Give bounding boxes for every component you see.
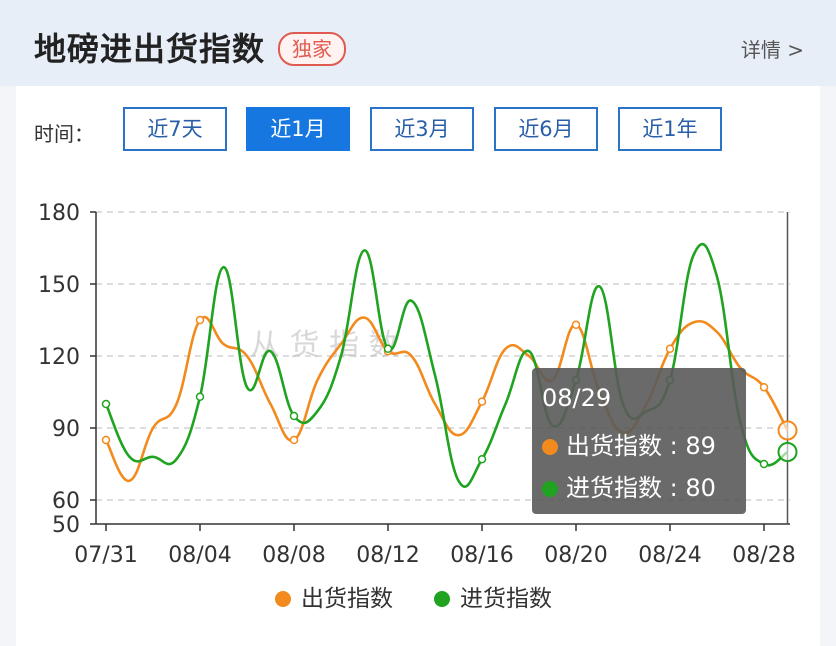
outbound-point [101,435,111,445]
chart-tooltip: 08/29 出货指数 : 89 进货指数 : 80 [532,368,746,514]
tooltip-inbound-label: 进货指数 [566,474,662,502]
tooltip-date: 08/29 [542,384,612,412]
header-bar: 地磅进出货指数 独家 详情 > [0,0,836,86]
inbound-dot-icon [542,481,558,497]
tooltip-inbound-value: 80 [685,474,716,502]
tooltip-outbound-value: 89 [685,432,716,460]
exclusive-badge: 独家 [278,32,346,66]
inbound-point [477,454,487,464]
x-tick-label: 08/04 [168,543,231,568]
inbound-point [195,392,205,402]
outbound-point [477,397,487,406]
inbound-legend-dot-icon [434,591,450,607]
x-tick-label: 08/28 [732,543,795,568]
range-button-6m[interactable]: 近6月 [494,107,598,151]
range-button-1m[interactable]: 近1月 [246,107,350,151]
range-button-1y[interactable]: 近1年 [618,107,722,151]
y-tick-label: 150 [38,273,80,298]
tooltip-row-outbound: 出货指数 : 89 [542,426,716,461]
outbound-point [571,320,581,330]
x-tick-label: 08/08 [262,543,325,568]
outbound-point [195,315,205,325]
x-tick-label: 08/12 [356,543,419,568]
tooltip-outbound-label: 出货指数 [566,432,662,460]
details-link[interactable]: 详情 > [740,38,804,62]
legend-item-inbound[interactable]: 进货指数 [434,584,552,614]
outbound-highlight-point [777,420,798,441]
time-range-label: 时间： [34,122,94,146]
legend-inbound-label: 进货指数 [460,586,552,612]
inbound-highlight-point [777,442,798,462]
x-tick-label: 08/20 [544,543,607,568]
outbound-point [759,382,769,392]
inbound-point [383,344,393,354]
tooltip-row-inbound: 进货指数 : 80 [542,468,716,503]
inbound-point [101,399,111,409]
outbound-dot-icon [542,439,558,455]
outbound-legend-dot-icon [275,591,291,607]
inbound-point [759,459,769,469]
page-title: 地磅进出货指数 [34,30,266,68]
inbound-point [289,411,299,421]
y-tick-label: 90 [52,417,80,442]
x-tick-label: 08/24 [638,543,701,568]
legend-outbound-label: 出货指数 [301,586,393,612]
outbound-point [289,435,299,445]
legend-item-outbound[interactable]: 出货指数 [275,584,393,614]
x-tick-label: 08/16 [450,543,513,568]
y-tick-label: 120 [38,345,80,370]
range-button-7d[interactable]: 近7天 [123,107,227,151]
range-button-3m[interactable]: 近3月 [370,107,474,151]
y-tick-label: 50 [52,513,80,538]
outbound-point [665,344,675,354]
y-tick-label: 60 [52,489,80,514]
y-tick-label: 180 [38,201,80,226]
inbound-series-line [104,242,789,488]
x-tick-label: 07/31 [74,543,137,568]
